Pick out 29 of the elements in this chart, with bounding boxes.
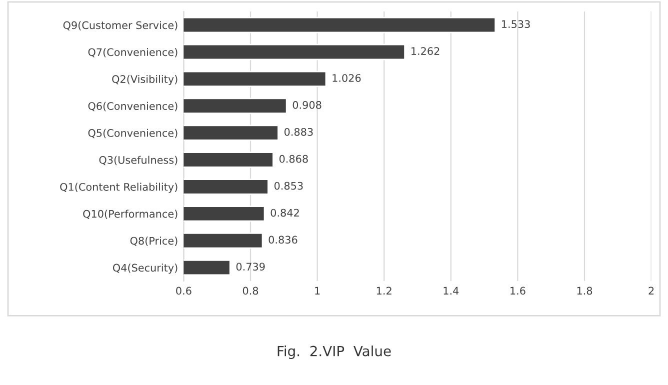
- y-tick-label: Q6(Convenience): [88, 102, 178, 112]
- y-tick-label: Q8(Price): [130, 236, 178, 246]
- data-label: 0.842: [270, 208, 299, 217]
- y-tick-label: Q10(Performance): [83, 210, 178, 220]
- data-label: 1.533: [502, 20, 530, 28]
- data-label: 0.868: [279, 154, 308, 163]
- y-tick-label: Q2(Visibility): [112, 74, 178, 86]
- x-tick-label: 0.8: [242, 286, 258, 295]
- data-label: 0.908: [292, 101, 322, 109]
- y-tick-label: Q9(Customer Service): [63, 21, 178, 30]
- x-tick-label: 1.2: [376, 286, 392, 295]
- x-tick-label: 1.4: [444, 286, 459, 295]
- x-tick-label: 0.6: [176, 286, 192, 295]
- y-tick-label: Q7(Convenience): [88, 48, 178, 58]
- y-tick-label: Q5(Convenience): [88, 128, 178, 138]
- data-label: 1.262: [412, 47, 440, 55]
- y-tick-label: Q3(Usefulness): [99, 156, 178, 166]
- data-label: 0.739: [236, 262, 265, 271]
- x-tick-label: 2: [648, 286, 654, 295]
- data-label: 1.026: [332, 74, 361, 82]
- caption: Fig. 2.VIP Value: [278, 346, 391, 359]
- y-tick-label: Q1(Content Reliability): [60, 182, 178, 193]
- x-tick-label: 1.8: [577, 286, 592, 295]
- y-tick-label: Q4(Security): [112, 264, 178, 274]
- x-tick-label: 1.6: [510, 286, 526, 295]
- data-label: 0.853: [274, 182, 303, 190]
- data-label: 0.883: [284, 128, 313, 136]
- x-tick-label: 1: [315, 286, 320, 295]
- data-label: 0.836: [268, 236, 298, 244]
